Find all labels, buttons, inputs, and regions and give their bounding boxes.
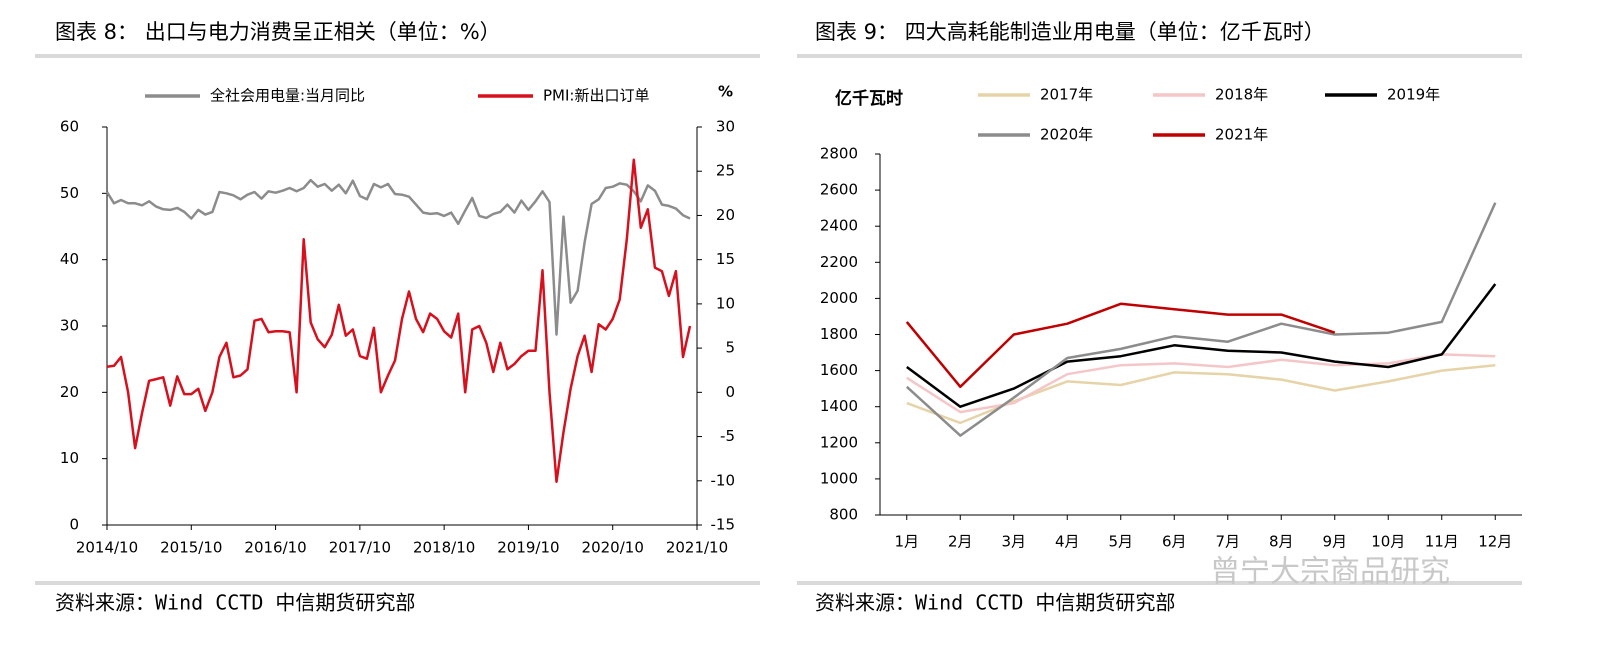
divider bbox=[797, 54, 1522, 58]
x-tick-label: 4月 bbox=[1055, 533, 1080, 551]
y-tick-label: 1000 bbox=[820, 469, 858, 487]
x-tick-label: 2015/10 bbox=[160, 539, 222, 557]
source: 资料来源：Wind CCTD 中信期货研究部 bbox=[55, 591, 415, 615]
series-line bbox=[906, 283, 1497, 408]
series-line bbox=[905, 302, 1336, 389]
y-tick-label: 2200 bbox=[820, 253, 858, 271]
legend-label: 2017年 bbox=[1040, 86, 1093, 104]
y2-tick-label: 30 bbox=[716, 118, 735, 136]
x-tick-label: 6月 bbox=[1162, 533, 1187, 551]
x-tick-label: 8月 bbox=[1269, 533, 1294, 551]
x-tick-label: 7月 bbox=[1215, 533, 1240, 551]
x-tick-label: 10月 bbox=[1371, 533, 1405, 551]
legend-label: 2021年 bbox=[1215, 126, 1268, 144]
y2-tick-label: 10 bbox=[716, 294, 735, 312]
y-tick-label: 1400 bbox=[820, 397, 858, 415]
watermark: 曾宁大宗商品研究 bbox=[1210, 555, 1450, 590]
x-tick-label: 9月 bbox=[1322, 533, 1347, 551]
y-axis-label: 亿千瓦时 bbox=[835, 88, 903, 109]
y2-unit: % bbox=[718, 83, 733, 101]
y2-tick-label: 0 bbox=[725, 383, 735, 401]
series-line bbox=[105, 178, 691, 336]
series-line bbox=[106, 158, 692, 483]
legend-label: 全社会用电量:当月同比 bbox=[210, 87, 365, 105]
x-tick-label: 12月 bbox=[1478, 533, 1512, 551]
y-tick-label: 2800 bbox=[820, 145, 858, 163]
x-tick-label: 2019/10 bbox=[497, 539, 559, 557]
x-tick-label: 2018/10 bbox=[413, 539, 475, 557]
legend-label: 2018年 bbox=[1215, 86, 1268, 104]
x-tick-label: 2月 bbox=[948, 533, 973, 551]
y-tick-label: 2000 bbox=[820, 289, 858, 307]
y-tick-label: 40 bbox=[60, 250, 79, 268]
y2-tick-label: 20 bbox=[716, 206, 735, 224]
y2-tick-label: 25 bbox=[716, 162, 735, 180]
x-tick-label: 2016/10 bbox=[244, 539, 306, 557]
y-tick-label: 50 bbox=[60, 184, 79, 202]
x-tick-label: 11月 bbox=[1425, 533, 1459, 551]
y-tick-label: 2600 bbox=[820, 181, 858, 199]
chart-title: 图表 9： 四大高耗能制造业用电量（单位：亿千瓦时） bbox=[815, 20, 1325, 44]
x-tick-label: 3月 bbox=[1001, 533, 1026, 551]
legend-label: PMI:新出口订单 bbox=[543, 87, 649, 105]
y2-tick-label: 15 bbox=[716, 250, 735, 268]
y-tick-label: 0 bbox=[69, 516, 79, 534]
divider bbox=[797, 581, 1522, 585]
source: 资料来源：Wind CCTD 中信期货研究部 bbox=[815, 591, 1175, 615]
divider bbox=[35, 54, 760, 58]
x-tick-label: 2014/10 bbox=[76, 539, 138, 557]
y-tick-label: 800 bbox=[829, 506, 858, 524]
series-line bbox=[905, 202, 1497, 437]
y2-tick-label: -15 bbox=[711, 516, 736, 534]
y2-tick-label: 5 bbox=[725, 339, 735, 357]
y-tick-label: 10 bbox=[60, 449, 79, 467]
y-tick-label: 1800 bbox=[820, 325, 858, 343]
legend-label: 2019年 bbox=[1387, 86, 1440, 104]
chart-title: 图表 8： 出口与电力消费呈正相关（单位：%） bbox=[55, 20, 501, 44]
x-tick-label: 2017/10 bbox=[329, 539, 391, 557]
x-tick-label: 2021/10 bbox=[666, 539, 728, 557]
x-tick-label: 1月 bbox=[894, 533, 919, 551]
x-tick-label: 2020/10 bbox=[582, 539, 644, 557]
y-tick-label: 60 bbox=[60, 118, 79, 136]
x-tick-label: 5月 bbox=[1108, 533, 1133, 551]
divider bbox=[35, 581, 760, 585]
legend-label: 2020年 bbox=[1040, 126, 1093, 144]
y2-tick-label: -5 bbox=[720, 427, 735, 445]
y-tick-label: 1200 bbox=[820, 433, 858, 451]
y-tick-label: 20 bbox=[60, 383, 79, 401]
y-tick-label: 30 bbox=[60, 317, 79, 335]
y2-tick-label: -10 bbox=[711, 471, 736, 489]
y-tick-label: 2400 bbox=[820, 217, 858, 235]
y-tick-label: 1600 bbox=[820, 361, 858, 379]
